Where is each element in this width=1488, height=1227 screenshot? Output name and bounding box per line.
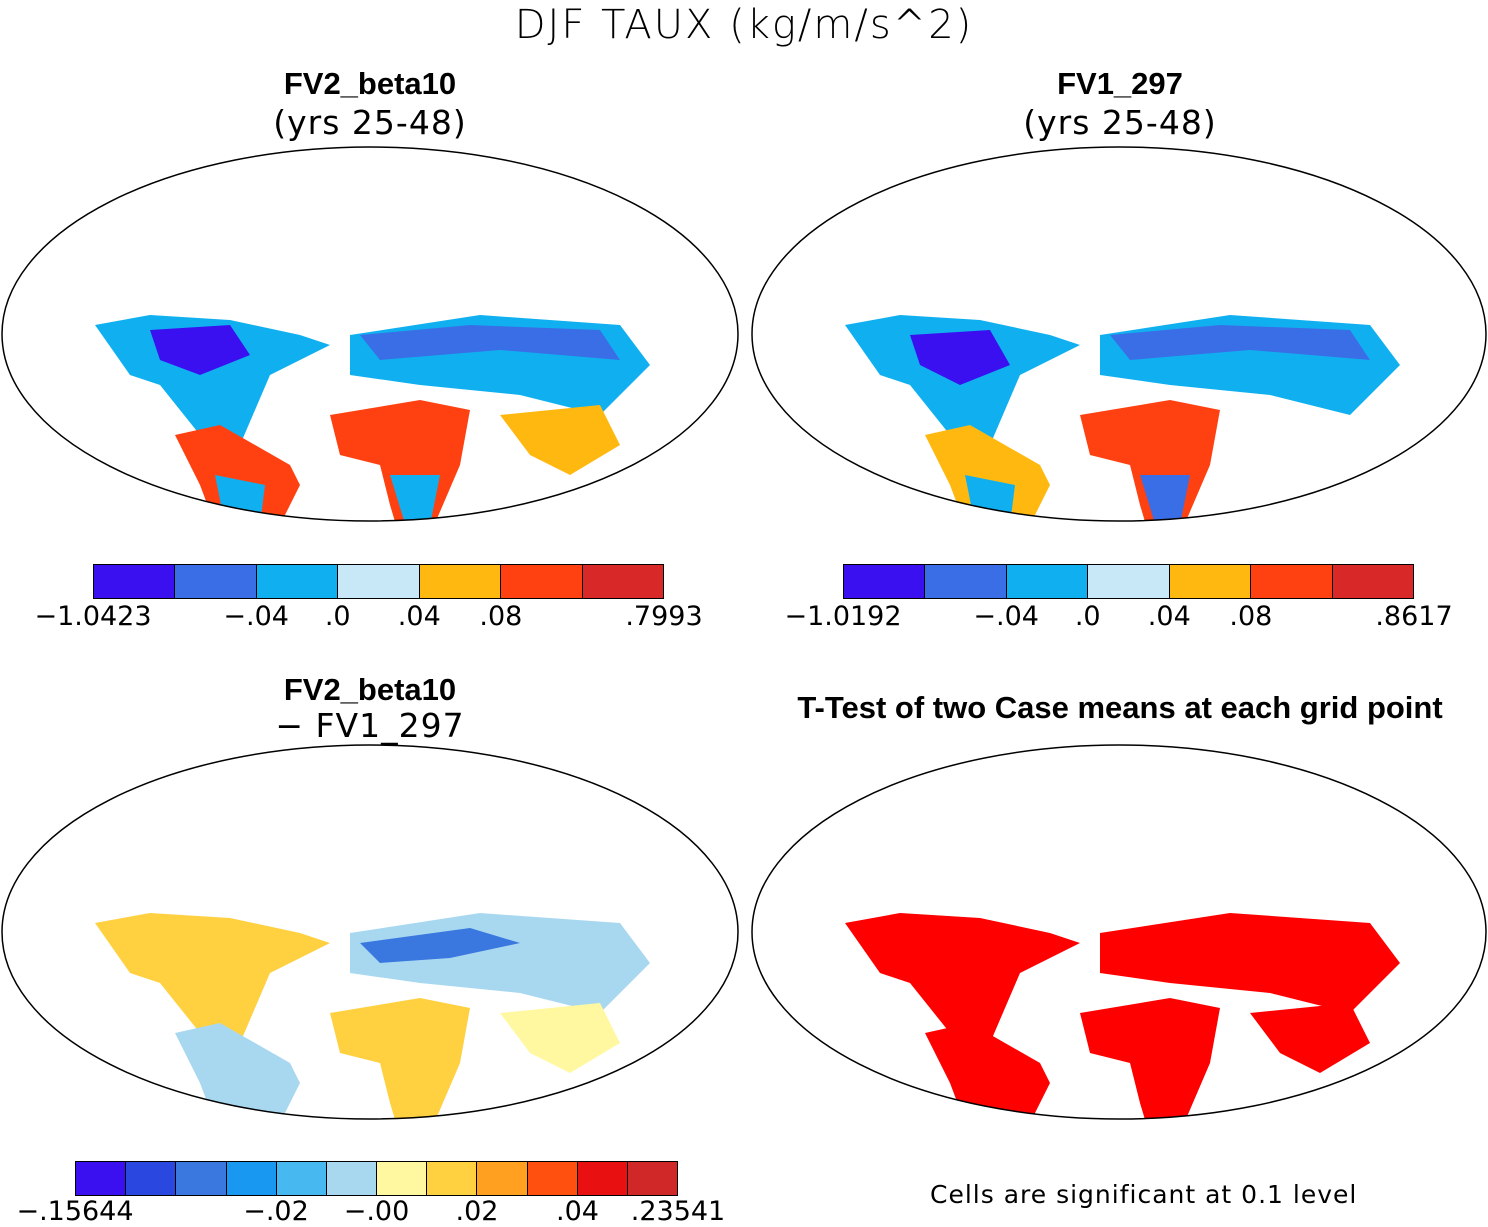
map-panel-2 bbox=[751, 146, 1487, 522]
panel1-title: FV2_beta10 bbox=[283, 66, 457, 101]
colorbar-tick-label: −1.0192 bbox=[784, 601, 902, 632]
colorbar-segment bbox=[419, 565, 502, 598]
map-panel-1 bbox=[1, 146, 739, 522]
map-panel-4 bbox=[751, 744, 1487, 1120]
colorbar-tick-label: .8617 bbox=[1375, 601, 1453, 632]
colorbar-segment bbox=[126, 1162, 177, 1195]
panel2-title: FV1_297 bbox=[1057, 66, 1183, 101]
colorbar-segment bbox=[1251, 565, 1333, 598]
panel4-title: T-Test of two Case means at each grid po… bbox=[797, 690, 1443, 725]
colorbar-tick-label: −.15644 bbox=[16, 1196, 134, 1227]
colorbar-3 bbox=[75, 1161, 678, 1196]
colorbar-segment bbox=[1169, 565, 1252, 598]
colorbar-segment bbox=[844, 565, 926, 598]
colorbar-segment bbox=[256, 565, 339, 598]
colorbar-tick-label: .08 bbox=[479, 601, 523, 632]
colorbar-segment bbox=[94, 565, 176, 598]
colorbar-tick-label: .0 bbox=[1074, 601, 1101, 632]
colorbar-tick-label: −1.0423 bbox=[34, 601, 152, 632]
colorbar-segment bbox=[582, 565, 663, 598]
colorbar-tick-label: .04 bbox=[397, 601, 441, 632]
colorbar-segment bbox=[175, 565, 257, 598]
colorbar-segment bbox=[477, 1162, 528, 1195]
panel2-subtitle: (yrs 25-48) bbox=[1023, 103, 1217, 142]
colorbar-segment bbox=[76, 1162, 127, 1195]
colorbar-segment bbox=[326, 1162, 378, 1195]
colorbar-tick-label: .0 bbox=[324, 601, 351, 632]
colorbar-segment bbox=[577, 1162, 628, 1195]
colorbar-tick-label: .23541 bbox=[630, 1196, 726, 1227]
colorbar-tick-label: −.04 bbox=[973, 601, 1039, 632]
panel3-subtitle: − FV1_297 bbox=[275, 706, 465, 745]
colorbar-segment bbox=[377, 1162, 428, 1195]
colorbar-tick-label: −.04 bbox=[223, 601, 289, 632]
colorbar-segment bbox=[627, 1162, 678, 1195]
colorbar-segment bbox=[1332, 565, 1413, 598]
panel3-title: FV2_beta10 bbox=[283, 672, 457, 707]
colorbar-segment bbox=[1088, 565, 1170, 598]
colorbar-segment bbox=[925, 565, 1007, 598]
colorbar-segment bbox=[176, 1162, 227, 1195]
figure-title: DJF TAUX (kg/m/s^2) bbox=[514, 2, 974, 48]
colorbar-segment bbox=[338, 565, 420, 598]
colorbar-tick-label: .04 bbox=[1147, 601, 1191, 632]
colorbar-segment bbox=[226, 1162, 277, 1195]
colorbar-tick-label: .02 bbox=[455, 1196, 499, 1227]
panel1-subtitle: (yrs 25-48) bbox=[273, 103, 467, 142]
colorbar-segment bbox=[501, 565, 583, 598]
colorbar-2 bbox=[843, 564, 1414, 599]
ttest-note: Cells are significant at 0.1 level bbox=[930, 1180, 1358, 1209]
colorbar-tick-label: .04 bbox=[556, 1196, 599, 1227]
map-panel-3 bbox=[1, 744, 739, 1120]
colorbar-tick-label: .7993 bbox=[625, 601, 703, 632]
colorbar-segment bbox=[527, 1162, 578, 1195]
colorbar-1 bbox=[93, 564, 664, 599]
colorbar-segment bbox=[1006, 565, 1089, 598]
colorbar-tick-label: −.00 bbox=[343, 1196, 410, 1227]
colorbar-segment bbox=[276, 1162, 327, 1195]
colorbar-tick-label: .08 bbox=[1229, 601, 1273, 632]
colorbar-segment bbox=[427, 1162, 478, 1195]
colorbar-tick-label: −.02 bbox=[243, 1196, 309, 1227]
